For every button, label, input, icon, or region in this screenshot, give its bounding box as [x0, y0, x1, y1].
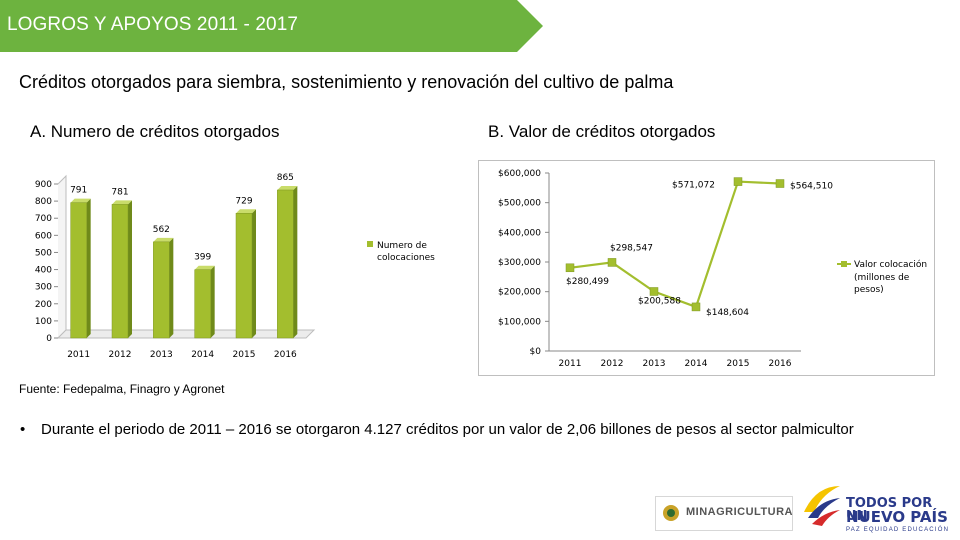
x-tick-label: 2012 [601, 359, 624, 369]
chart-a-box: 0 100 200 300 400 500 600 700 800 900 791 2011 781 20… [28, 160, 477, 376]
legend-label-line-3: pesos) [854, 285, 884, 295]
x-tick-label: 2012 [109, 350, 132, 360]
data-point [607, 258, 617, 267]
data-value-label: $298,547 [610, 243, 653, 253]
data-point [733, 177, 743, 186]
data-point [565, 263, 575, 273]
bar [70, 202, 87, 339]
minagricultura-logo: MINAGRICULTURA [655, 496, 793, 531]
line-chart-svg: $0 $100,000 $200,000 $300,000 $400,000 $500,0… [498, 169, 927, 369]
bar-value-label: 399 [194, 253, 211, 263]
x-tick-label: 2013 [150, 350, 173, 360]
legend-label-line-1: Valor colocación [854, 259, 927, 270]
y-tick-label: $200,000 [498, 288, 541, 298]
bar-top [153, 237, 174, 242]
bar-value-label: 791 [70, 186, 87, 196]
y-tick-label: 700 [35, 214, 52, 224]
y-tick-label: $100,000 [498, 317, 541, 327]
bar [277, 189, 294, 339]
y-tick-label: 100 [35, 317, 52, 327]
data-value-label: $200,588 [638, 296, 681, 306]
x-tick-label: 2014 [191, 350, 214, 360]
bar-value-label: 781 [111, 187, 128, 197]
bar-top [112, 200, 132, 205]
data-point [775, 179, 785, 188]
bar-value-label: 729 [235, 196, 252, 206]
x-tick-label: 2011 [559, 359, 582, 369]
y-tick-label: 300 [35, 283, 52, 293]
bar-chart-svg: 0 100 200 300 400 500 600 700 800 900 791 2011 781 20… [35, 173, 435, 360]
x-tick-label: 2013 [643, 359, 666, 369]
y-tick-label: $500,000 [498, 199, 541, 209]
data-value-label: $280,499 [566, 277, 609, 287]
chart-a-side-wall [57, 174, 67, 339]
bar-value-label: 865 [277, 173, 294, 183]
y-tick-label: $400,000 [498, 228, 541, 238]
bullet-marker: • [20, 421, 26, 438]
chart-a-floor [56, 329, 316, 339]
bar-side [128, 200, 132, 338]
bar-top [70, 198, 91, 203]
x-tick-label: 2015 [233, 350, 256, 360]
bar-side [210, 265, 215, 338]
bar [235, 213, 253, 339]
page-title: LOGROS Y APOYOS 2011 - 2017 [7, 14, 299, 35]
bar-side [86, 198, 91, 338]
chart-b-title: B. Valor de créditos otorgados [488, 122, 716, 141]
bullet-text: Durante el periodo de 2011 – 2016 se oto… [41, 421, 854, 438]
bar-side [293, 185, 298, 338]
bar [111, 204, 129, 339]
bar-top [194, 265, 215, 270]
x-tick-label: 2015 [727, 359, 750, 369]
legend-label-line-2: colocaciones [377, 253, 435, 263]
legend-label-line-1: Numero de [377, 241, 427, 251]
data-point [649, 287, 659, 296]
y-tick-label: 500 [35, 248, 52, 258]
x-tick-label: 2016 [274, 350, 297, 360]
section-subtitle: Créditos otorgados para siembra, sosteni… [19, 72, 674, 92]
logo-line-3: PAZ EQUIDAD EDUCACIÓN [846, 527, 950, 533]
legend-label-line-2: (millones de [854, 273, 910, 283]
bar [153, 241, 170, 339]
bar [194, 269, 211, 339]
legend-swatch [367, 241, 373, 247]
y-tick-label: 400 [35, 266, 52, 276]
y-tick-label: 900 [35, 180, 52, 190]
chart-b-box: $0 $100,000 $200,000 $300,000 $400,000 $500,0… [478, 160, 935, 376]
bar-top [277, 185, 298, 190]
y-tick-label: 800 [35, 197, 52, 207]
colombia-flag-swoosh-icon [804, 486, 840, 526]
logo-line-2: NUEVO PAÍS [846, 508, 948, 526]
y-tick-label: 200 [35, 300, 52, 310]
bar-side [252, 209, 256, 338]
coat-of-arms-icon [663, 505, 679, 521]
x-tick-label: 2011 [67, 350, 90, 360]
y-tick-label: 600 [35, 231, 52, 241]
series-line [569, 180, 781, 309]
bar-side [169, 237, 174, 338]
data-point [691, 302, 701, 312]
data-value-label: $564,510 [790, 182, 833, 192]
y-tick-label: $600,000 [498, 169, 541, 179]
legend-swatch [841, 261, 847, 267]
logo-line-1: TODOS POR UN [846, 496, 933, 524]
source-note: Fuente: Fedepalma, Finagro y Agronet [19, 382, 225, 396]
x-tick-label: 2014 [685, 359, 708, 369]
todos-por-un-nuevo-pais-logo: TODOS POR UN NUEVO PAÍS PAZ EQUIDAD EDUC… [800, 482, 950, 534]
y-tick-label: $300,000 [498, 258, 541, 268]
data-value-label: $148,604 [706, 308, 749, 318]
chart-a-title: A. Numero de créditos otorgados [30, 122, 280, 141]
minagricultura-logo-text: MINAGRICULTURA [686, 506, 794, 518]
y-tick-label: 0 [46, 334, 52, 344]
bar-value-label: 562 [153, 225, 170, 235]
data-value-label: $571,072 [672, 181, 715, 191]
bar-top [236, 209, 256, 214]
y-tick-label: $0 [530, 347, 542, 357]
header-banner: LOGROS Y APOYOS 2011 - 2017 [0, 0, 545, 52]
x-tick-label: 2016 [769, 359, 792, 369]
header-banner-shape [0, 0, 543, 52]
